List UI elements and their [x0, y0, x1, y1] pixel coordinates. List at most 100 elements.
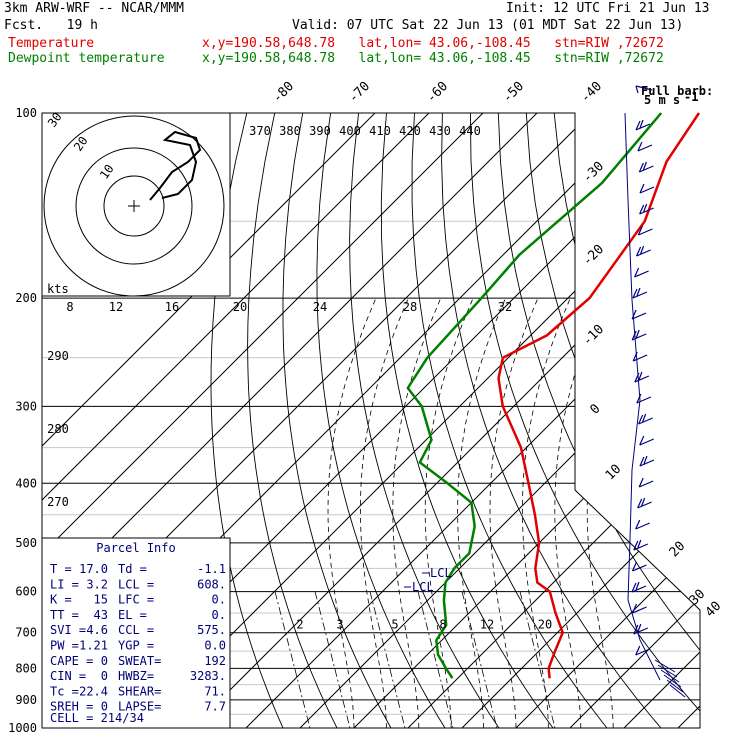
- parcel-info-value: 608.: [197, 577, 226, 591]
- parcel-info-key: CCL =: [118, 623, 154, 637]
- mixing-ratio-label: 12: [480, 618, 494, 632]
- dry-adiabat-line: [380, 113, 554, 728]
- wind-barb-flag: [637, 498, 643, 509]
- wind-barb: [632, 354, 648, 362]
- wind-barb-flag: [635, 519, 641, 530]
- parcel-info-value: 0: [101, 700, 108, 714]
- full-barb-units-exponent: -1: [684, 90, 698, 104]
- theta-label: 380: [279, 124, 301, 138]
- init-time: Init: 12 UTC Fri 21 Jun 13: [506, 1, 710, 16]
- theta-label: 390: [309, 124, 331, 138]
- dewpoint-location: x,y=190.58,648.78 lat,lon= 43.06,-108.45…: [202, 51, 664, 66]
- hodograph-speed-label: 12: [109, 300, 123, 314]
- mixing-ratio-label: 8: [439, 618, 446, 632]
- mixing-ratio-line: [314, 591, 351, 728]
- hodograph-box: [41, 112, 231, 297]
- wind-barb: [657, 664, 678, 678]
- hodograph-speed-label: 24: [313, 300, 327, 314]
- moist-adiabat-line: [392, 297, 442, 728]
- moist-adiabat-line: [327, 297, 377, 728]
- parcel-info-key: CIN =: [50, 669, 86, 683]
- wind-barb: [660, 669, 680, 683]
- wind-barb-flag: [634, 267, 640, 278]
- theta-label: 370: [249, 124, 271, 138]
- dry-adiabat-line: [665, 113, 700, 728]
- parcel-info-value: 0: [101, 669, 108, 683]
- isotherm-label: 0: [587, 401, 603, 417]
- isotherm-label: -40: [578, 79, 605, 106]
- isotherm-line: [42, 113, 538, 728]
- wind-barb-flag: [642, 413, 647, 423]
- hodograph-speed-label: 20: [233, 300, 247, 314]
- parcel-info-value: 4.6: [86, 623, 108, 637]
- wind-barb-flag: [640, 245, 645, 255]
- parcel-info-value: 22.4: [79, 684, 108, 698]
- dry-adiabat-line: [581, 113, 700, 728]
- wind-barb: [635, 123, 651, 131]
- theta-label-left: 270: [47, 495, 69, 509]
- wind-barb-flag: [639, 119, 644, 129]
- parcel-info-key: SHEAR=: [118, 684, 161, 698]
- hodograph-ring: [75, 147, 193, 265]
- wind-barb-flag: [635, 581, 640, 591]
- isotherm-line: [515, 113, 700, 728]
- wind-barb-flag: [637, 623, 642, 633]
- wind-barb: [634, 375, 650, 383]
- dry-adiabat-line: [282, 113, 392, 728]
- isotherm-label: -80: [270, 79, 297, 106]
- pressure-label: 100: [15, 106, 37, 120]
- wind-barb-flag: [636, 287, 641, 297]
- parcel-info-value: 3283.: [190, 669, 226, 683]
- hodograph-speed-label: 28: [403, 300, 417, 314]
- hodograph-trace: [149, 130, 202, 201]
- isotherm-label: 10: [603, 462, 625, 484]
- dry-adiabat-line: [441, 113, 662, 728]
- isotherm-label: 30: [687, 587, 709, 609]
- parcel-info-key: SREH =: [50, 700, 93, 714]
- isotherm-line: [407, 113, 700, 728]
- theta-label: 400: [339, 124, 361, 138]
- full-barb-sample: [635, 85, 639, 94]
- parcel-info-key: SWEAT=: [118, 654, 161, 668]
- pressure-label: 900: [15, 693, 37, 707]
- wind-barb-flag: [638, 414, 644, 425]
- moist-adiabat-line: [359, 297, 409, 728]
- parcel-info-cell: CELL = 214/34: [50, 711, 144, 725]
- parcel-info-box: [41, 537, 231, 729]
- isotherm-line: [299, 113, 700, 728]
- dewpoint-profile: [406, 112, 663, 679]
- mixing-ratio-line: [417, 591, 454, 728]
- isotherm-label: 20: [667, 539, 689, 561]
- wind-barb: [637, 501, 652, 509]
- wind-barb-flag: [636, 393, 642, 404]
- model-title: 3km ARW-WRF -- NCAR/MMM: [4, 1, 185, 16]
- wind-barb: [635, 522, 650, 530]
- parcel-info-key: SVI =: [50, 623, 86, 637]
- parcel-info-value: 17.0: [79, 562, 108, 576]
- wind-barb: [638, 228, 653, 236]
- isotherm-label: -20: [580, 242, 607, 269]
- full-barb-units: 5 m s: [644, 93, 680, 107]
- wind-barb: [633, 627, 649, 635]
- hodograph-speed-label: 8: [66, 300, 73, 314]
- wind-barb: [639, 459, 655, 467]
- parcel-info-key: Tc =: [50, 684, 79, 698]
- mixing-ratio-label: 3: [336, 618, 343, 632]
- pressure-label: 700: [15, 626, 37, 640]
- parcel-info-key: K =: [50, 593, 72, 607]
- mixing-ratio-line: [519, 591, 556, 728]
- mixing-ratio-label: 20: [538, 618, 552, 632]
- isotherm-line: [42, 113, 376, 728]
- parcel-info-value: 0.0: [204, 639, 226, 653]
- parcel-info-value: 192: [204, 654, 226, 668]
- wind-barb: [654, 659, 676, 673]
- wind-barb: [636, 249, 651, 257]
- full-barb-label: Full barb:: [641, 84, 713, 98]
- wind-barb-flag: [643, 203, 648, 213]
- parcel-info-value: 0.: [212, 608, 226, 622]
- isotherm-label: -70: [346, 79, 373, 106]
- isotherm-line: [245, 113, 700, 728]
- wind-barb: [669, 684, 686, 698]
- wind-barb: [631, 312, 647, 320]
